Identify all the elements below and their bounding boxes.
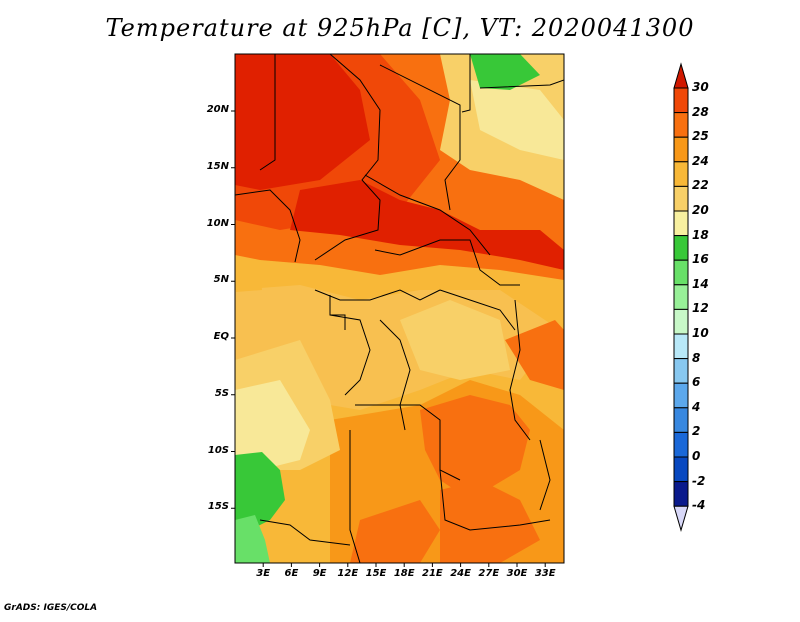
colorbar-label: 20 xyxy=(692,203,709,217)
lon-label-9e: 9E xyxy=(312,568,327,579)
colorbar-label: 10 xyxy=(692,326,709,340)
colorbar-swatch xyxy=(673,112,689,138)
colorbar-swatch xyxy=(673,456,689,483)
colorbar-label: 2 xyxy=(692,424,701,439)
lat-label-10s: 10S xyxy=(207,444,229,456)
colorbar-label: 4 xyxy=(692,399,701,414)
colorbar-swatch xyxy=(673,481,689,507)
lon-label-24e: 24E xyxy=(450,568,471,579)
lon-label-15e: 15E xyxy=(365,568,387,579)
colorbar-swatch xyxy=(673,136,689,163)
lon-label-12e: 12E xyxy=(337,568,359,579)
lat-label-15s: 15S xyxy=(207,501,229,513)
lon-label-27e: 27E xyxy=(478,568,500,579)
lon-label-21e: 21E xyxy=(422,568,443,579)
colorbar-swatch xyxy=(673,235,689,261)
colorbar-label: 22 xyxy=(692,178,709,193)
lat-label-5s: 5S xyxy=(214,387,229,399)
colorbar-swatch xyxy=(673,161,689,187)
lon-label-6e: 6E xyxy=(284,568,299,579)
colorbar-label: 28 xyxy=(692,104,709,119)
colorbar-swatch xyxy=(673,185,689,212)
plot-frame xyxy=(234,53,565,564)
colorbar-swatch xyxy=(673,87,689,114)
colorbar-swatch xyxy=(673,259,689,286)
lon-label-18e: 18E xyxy=(393,568,415,579)
lon-label-33e: 33E xyxy=(534,568,556,579)
colorbar-label: 14 xyxy=(692,276,709,291)
lat-label-10n: 10N xyxy=(206,217,229,229)
lon-label-3e: 3E xyxy=(256,568,271,579)
colorbar-swatch xyxy=(673,358,689,384)
lon-label-30e: 30E xyxy=(506,568,528,579)
colorbar-label: -2 xyxy=(692,473,706,488)
colorbar-label: 16 xyxy=(692,252,709,267)
colorbar-label: -4 xyxy=(692,498,706,513)
colorbar-label: 25 xyxy=(692,129,709,144)
lat-label-eq: EQ xyxy=(213,331,229,342)
colorbar-swatch xyxy=(673,210,689,237)
temperature-field xyxy=(235,54,564,563)
colorbar-swatch xyxy=(673,333,689,360)
lat-label-5n: 5N xyxy=(213,274,229,286)
colorbar-label: 24 xyxy=(692,153,709,168)
colorbar-bottom-arrow xyxy=(673,505,689,532)
colorbar-swatch xyxy=(673,308,689,335)
colorbar-swatch xyxy=(673,407,689,433)
footer-credit: GrADS: IGES/COLA xyxy=(4,603,98,613)
colorbar xyxy=(673,62,689,532)
colorbar-label: 18 xyxy=(692,227,709,242)
colorbar-label: 0 xyxy=(692,449,701,463)
colorbar-top-arrow xyxy=(673,62,689,89)
colorbar-label: 12 xyxy=(692,301,709,316)
colorbar-label: 6 xyxy=(692,375,701,390)
country-borders xyxy=(235,54,564,563)
lat-label-15n: 15N xyxy=(206,160,229,172)
colorbar-swatch xyxy=(673,431,689,458)
colorbar-swatch xyxy=(673,382,689,409)
colorbar-label: 30 xyxy=(692,80,709,94)
map-title: Temperature at 925hPa [C], VT: 202004130… xyxy=(105,14,695,42)
colorbar-swatch xyxy=(673,284,689,310)
colorbar-label: 8 xyxy=(692,350,701,365)
lat-label-20n: 20N xyxy=(206,104,229,115)
